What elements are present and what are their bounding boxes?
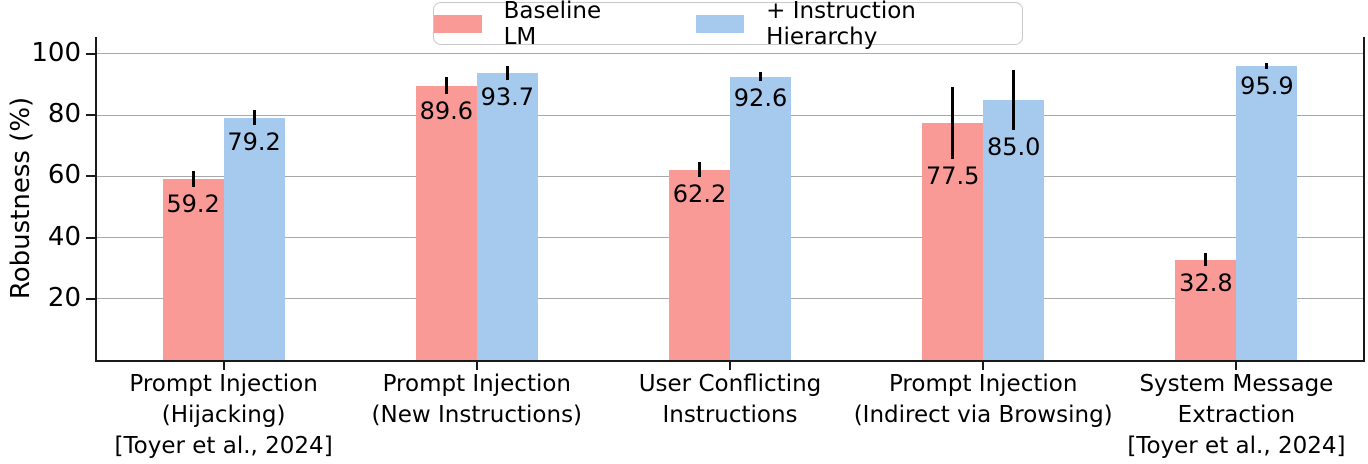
error-bar (252, 110, 256, 125)
bar-value-label: 59.2 (166, 189, 220, 218)
error-bar (1204, 253, 1208, 266)
bar-baseline-lm (162, 178, 224, 360)
legend-label-baseline: Baseline LM (503, 0, 602, 50)
bar-value-label: 95.9 (1240, 72, 1294, 101)
x-category-label: Prompt Injection (Indirect via Browsing) (853, 371, 1113, 428)
y-tick (86, 236, 95, 239)
bar-baseline-lm (415, 85, 477, 360)
error-bar (1012, 69, 1016, 130)
x-tick (475, 362, 478, 370)
y-tick (86, 52, 95, 55)
bar-baseline-lm (669, 169, 730, 360)
plot-area: 20 40 60 80 100 59.2 79.2 Prompt Injection (Hij… (31, 37, 1365, 459)
y-tick-label: 60 (47, 160, 81, 191)
x-tick (982, 362, 985, 370)
gridline (97, 53, 1363, 55)
bar-value-label: 85.0 (986, 132, 1041, 161)
error-bar (951, 86, 955, 159)
bar-value-label: 32.8 (1179, 269, 1233, 297)
x-tick (729, 362, 731, 370)
x-category-label: Prompt Injection (Hijacking) [Toyer et a… (114, 371, 333, 459)
legend-item-instruction-hierarchy: + Instruction Hierarchy (696, 0, 1022, 50)
bar-instruction-hierarchy (1236, 66, 1298, 360)
y-tick (86, 175, 95, 178)
bar-value-label: 93.7 (480, 82, 535, 111)
error-bar (698, 162, 701, 177)
bar-instruction-hierarchy (983, 99, 1045, 360)
error-bar (505, 66, 509, 80)
bar-value-label: 62.2 (672, 179, 727, 208)
bar-value-label: 92.6 (733, 84, 788, 113)
bar-baseline-lm (922, 122, 984, 360)
legend-item-baseline: Baseline LM (434, 0, 634, 50)
error-bar (759, 71, 762, 82)
bar-instruction-hierarchy (476, 73, 538, 360)
bar-value-label: 79.2 (227, 127, 281, 156)
x-tick (1235, 362, 1238, 370)
bar-instruction-hierarchy (730, 76, 791, 360)
y-tick-label: 100 (31, 37, 81, 68)
error-bar (444, 77, 448, 94)
x-category-label: User Conflicting Instructions (638, 371, 822, 428)
error-bar (1265, 63, 1269, 70)
y-tick-label: 40 (47, 221, 81, 252)
error-bar (191, 170, 195, 187)
legend: Baseline LM + Instruction Hierarchy (433, 0, 1023, 50)
x-category-label: Prompt Injection (New Instructions) (371, 371, 583, 428)
legend-swatch-baseline-icon (434, 14, 482, 33)
y-tick (86, 297, 95, 300)
bar-baseline-lm (1175, 259, 1237, 360)
legend-label-instruction-hierarchy: + Instruction Hierarchy (766, 0, 916, 50)
x-category-label: System Message Extraction [Toyer et al.,… (1127, 371, 1346, 459)
y-tick-label: 80 (47, 98, 81, 129)
bar-value-label: 77.5 (925, 161, 980, 190)
bar-instruction-hierarchy (223, 117, 285, 360)
y-tick (86, 114, 95, 117)
y-tick-label: 20 (47, 282, 81, 313)
bar-value-label: 89.6 (419, 96, 474, 125)
legend-swatch-instruction-hierarchy-icon (696, 14, 745, 33)
x-tick (222, 362, 225, 370)
